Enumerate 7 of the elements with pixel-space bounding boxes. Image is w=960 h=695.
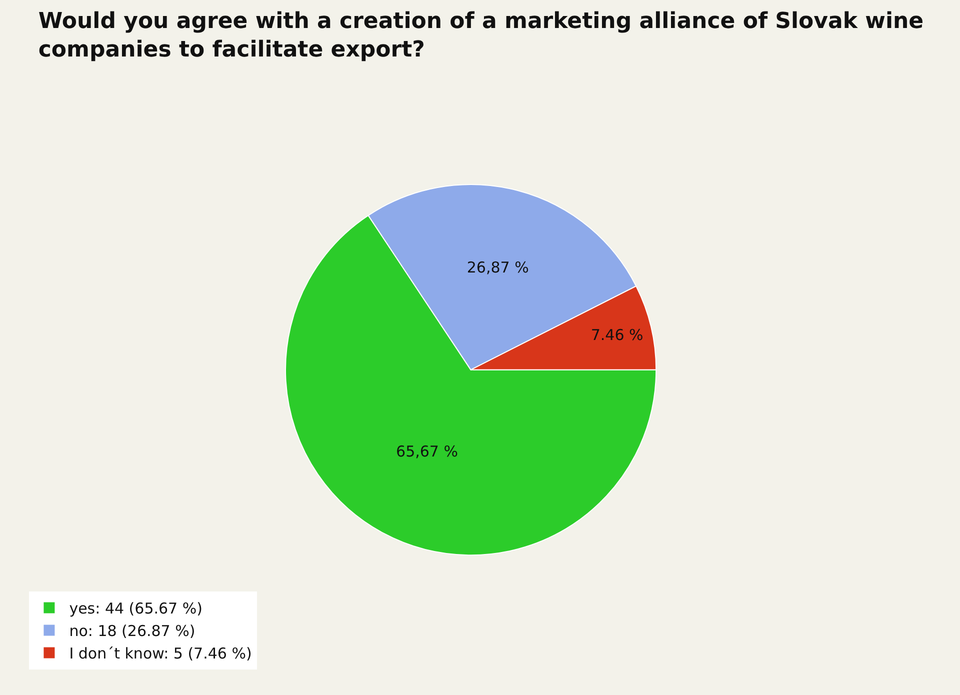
data-label: 65,67 % [396,442,458,460]
legend-label: I don´t know: 5 (7.46 %) [69,644,252,663]
chart-title: Would you agree with a creation of a marketing alliance of Slovak wine companies to facilitate export? [38,8,924,62]
data-label: 26,87 % [466,258,529,276]
legend-label: no: 18 (26.87 %) [69,622,196,640]
legend-label: yes: 44 (65.67 %) [69,600,202,618]
data-label: 7.46 % [590,326,644,344]
